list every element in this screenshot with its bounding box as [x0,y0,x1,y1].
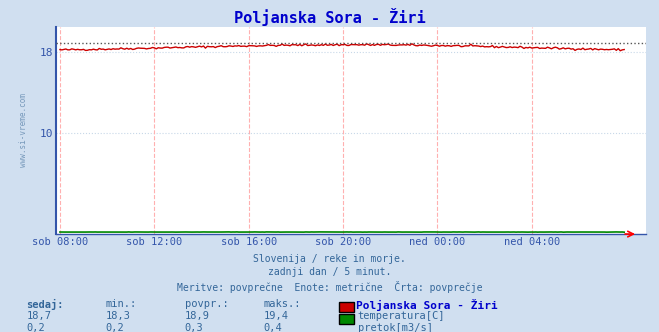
Text: www.si-vreme.com: www.si-vreme.com [19,93,28,167]
Text: 18,9: 18,9 [185,311,210,321]
Text: pretok[m3/s]: pretok[m3/s] [358,323,433,332]
Text: povpr.:: povpr.: [185,299,228,309]
Text: 0,2: 0,2 [26,323,45,332]
Text: Poljanska Sora - Žiri: Poljanska Sora - Žiri [234,8,425,26]
Text: zadnji dan / 5 minut.: zadnji dan / 5 minut. [268,267,391,277]
Text: 18,3: 18,3 [105,311,130,321]
Text: 0,3: 0,3 [185,323,203,332]
Text: maks.:: maks.: [264,299,301,309]
Text: 0,4: 0,4 [264,323,282,332]
Text: 18,7: 18,7 [26,311,51,321]
Text: Slovenija / reke in morje.: Slovenija / reke in morje. [253,254,406,264]
Text: temperatura[C]: temperatura[C] [358,311,445,321]
Text: Meritve: povprečne  Enote: metrične  Črta: povprečje: Meritve: povprečne Enote: metrične Črta:… [177,281,482,292]
Text: Poljanska Sora - Žiri: Poljanska Sora - Žiri [356,299,498,311]
Text: 19,4: 19,4 [264,311,289,321]
Text: sedaj:: sedaj: [26,299,64,310]
Text: 0,2: 0,2 [105,323,124,332]
Text: min.:: min.: [105,299,136,309]
